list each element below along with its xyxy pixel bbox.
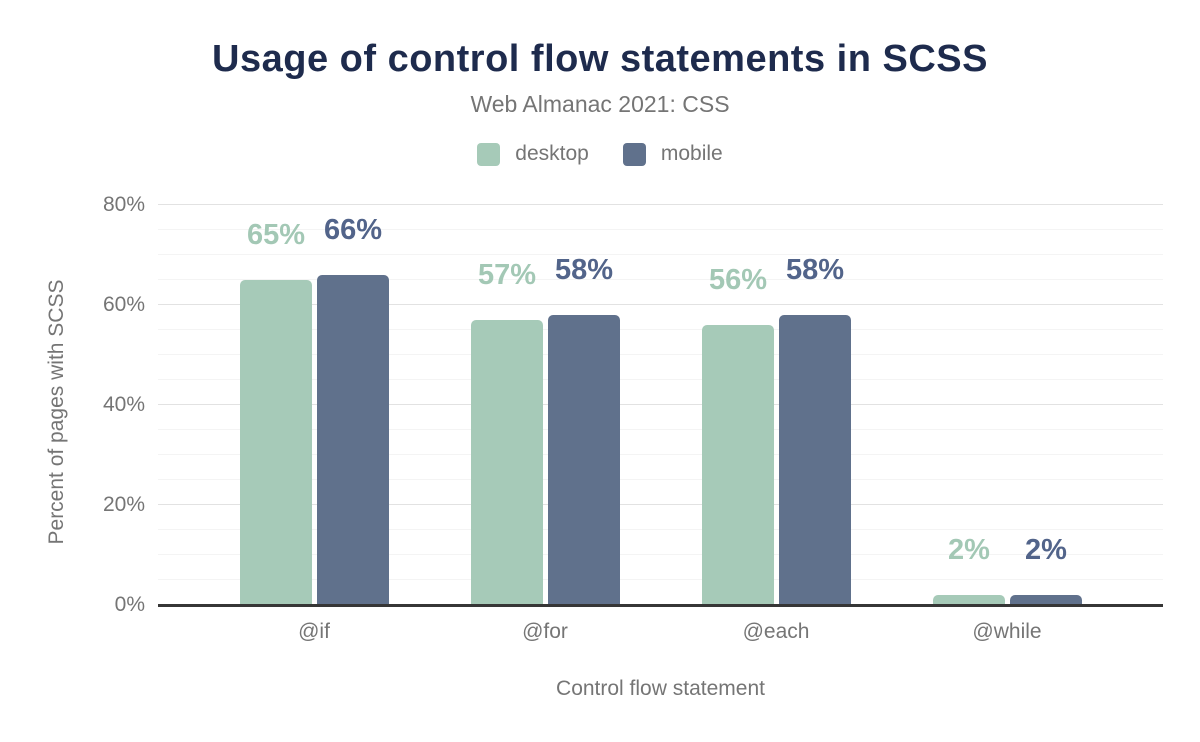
gridline <box>158 429 1163 430</box>
y-tick-label: 60% <box>102 293 145 316</box>
gridline <box>158 279 1163 280</box>
y-tick-label: 20% <box>102 493 145 516</box>
bar-column: 2% <box>933 205 1005 605</box>
x-tick-label: @each <box>742 620 810 643</box>
legend-label-mobile: mobile <box>660 142 723 165</box>
plot-area: 65% 66% 57% 58% 56% 58% 2% 2% <box>158 204 1163 607</box>
gridline <box>158 354 1163 355</box>
bar-value-label: 58% <box>554 254 614 286</box>
gridline <box>158 529 1163 530</box>
bar-group-@while: 2% 2% <box>933 205 1082 605</box>
chart-title: Usage of control flow statements in SCSS <box>212 38 988 80</box>
legend: desktop mobile <box>0 142 1200 166</box>
bar-group-@if: 65% 66% <box>240 205 389 605</box>
chart-subtitle: Web Almanac 2021: CSS <box>470 91 730 117</box>
bar-desktop-@each <box>702 325 774 605</box>
bar-value-label: 2% <box>948 534 990 566</box>
bar-desktop-@for <box>471 320 543 605</box>
bar-value-label: 65% <box>246 219 306 251</box>
bar-desktop-@while <box>933 595 1005 605</box>
y-tick-label: 80% <box>102 193 145 216</box>
legend-label-desktop: desktop <box>515 142 589 165</box>
gridline <box>158 404 1163 405</box>
mobile-swatch-icon <box>622 142 646 166</box>
x-tick-label: @while <box>972 620 1042 643</box>
bar-group-@for: 57% 58% <box>471 205 620 605</box>
bar-mobile-@if <box>317 275 389 605</box>
gridline <box>158 304 1163 305</box>
bar-mobile-@while <box>1010 595 1082 605</box>
bar-mobile-@for <box>548 315 620 605</box>
bar-value-label: 57% <box>477 259 537 291</box>
x-axis-title: Control flow statement <box>556 677 765 700</box>
bar-value-label: 2% <box>1025 534 1067 566</box>
bar-column: 57% <box>471 205 543 605</box>
bar-column: 58% <box>779 205 851 605</box>
gridline <box>158 504 1163 505</box>
bar-group-@each: 56% 58% <box>702 205 851 605</box>
gridline <box>158 454 1163 455</box>
bar-mobile-@each <box>779 315 851 605</box>
gridline <box>158 204 1163 205</box>
gridline <box>158 229 1163 230</box>
bar-desktop-@if <box>240 280 312 605</box>
x-axis-baseline <box>158 604 1163 607</box>
gridline <box>158 329 1163 330</box>
bar-value-label: 56% <box>708 264 768 296</box>
gridline <box>158 554 1163 555</box>
gridline <box>158 379 1163 380</box>
bar-column: 56% <box>702 205 774 605</box>
gridline <box>158 479 1163 480</box>
gridline <box>158 254 1163 255</box>
legend-item-mobile: mobile <box>622 142 723 166</box>
bar-value-label: 66% <box>323 214 383 246</box>
bar-column: 58% <box>548 205 620 605</box>
desktop-swatch-icon <box>477 142 501 166</box>
bar-column: 66% <box>317 205 389 605</box>
bar-value-label: 58% <box>785 254 845 286</box>
bar-column: 65% <box>240 205 312 605</box>
gridline <box>158 579 1163 580</box>
y-tick-label: 40% <box>102 393 145 416</box>
x-tick-label: @for <box>522 620 568 643</box>
y-tick-label: 0% <box>114 593 145 616</box>
legend-item-desktop: desktop <box>477 142 589 166</box>
bar-column: 2% <box>1010 205 1082 605</box>
x-tick-label: @if <box>298 620 330 643</box>
